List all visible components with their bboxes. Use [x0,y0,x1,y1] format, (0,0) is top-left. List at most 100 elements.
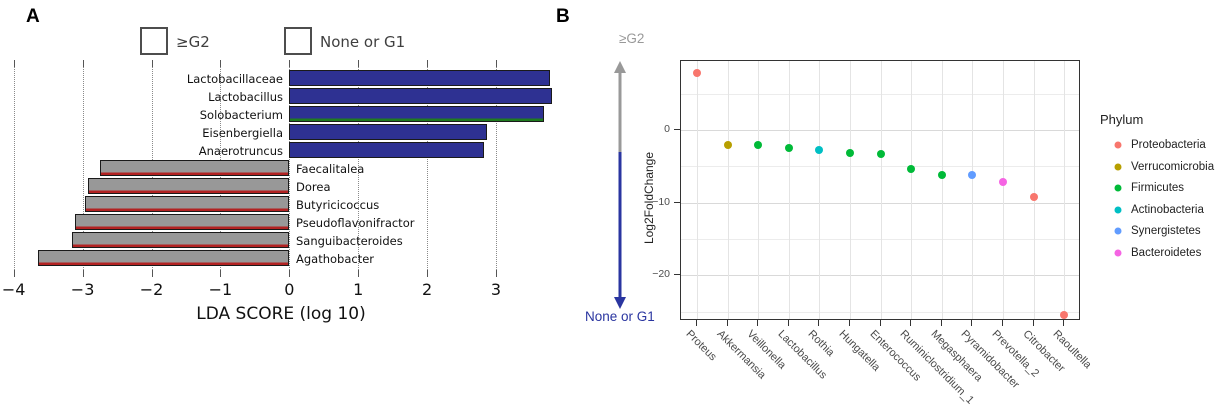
axis-tick-top [220,60,222,67]
category-label: Hungatella [836,328,883,374]
taxon-label: Butyricicoccus [296,197,380,212]
x-axis-tick [757,320,759,326]
gridline-category-v [788,61,790,319]
taxon-label: Dorea [296,179,331,194]
x-axis-tick [696,320,697,326]
phylum-legend-title: Phylum [1100,112,1144,127]
data-point-rothia [815,145,824,154]
data-point-citrobacter [1029,192,1038,201]
category-label: Citrobacter [1020,328,1067,375]
legend-label-geq-g2: ≥G2 [176,33,210,51]
category-label: Enterococcus [867,328,923,384]
taxon-label: Anaerotruncus [198,143,283,158]
gridline-major-h [681,275,1079,277]
gridline-category-v [758,61,760,319]
category-label: Prevotella_2 [989,328,1042,380]
x-tick-label: 2 [422,280,433,299]
category-label: Akkermansia [714,328,768,382]
x-tick-label: 3 [490,280,502,299]
gridline-major-h [681,202,1079,204]
axis-tick-top [427,60,429,67]
legend-label: Actinobacteria [1131,203,1204,216]
y-tick-label: −20 [652,268,670,281]
lda-bar [72,232,290,248]
axis-tick-top [13,60,15,67]
x-axis-tick [726,320,728,326]
data-point-lactobacillus [784,144,793,153]
y-top-annotation: ≥G2 [619,31,645,46]
lda-axis-title: LDA SCORE (log 10) [196,304,366,324]
x-tick-label: −1 [208,280,233,299]
legend-dot-bacteroidetes [1114,249,1122,257]
lda-bar [289,106,545,122]
gridline-category-v [727,61,729,319]
legend-label-none-g1: None or G1 [320,33,406,51]
axis-tick-top [358,60,360,67]
x-axis-tick [879,320,881,326]
gridline-category-v [880,61,882,319]
x-tick-label: −4 [1,280,26,299]
taxon-label: Faecalitalea [296,161,365,176]
lda-bar [99,160,290,176]
legend-label: Verrucomicrobia [1131,160,1215,173]
up-arrow-shaft [618,72,622,152]
axis-tick-bottom [496,270,497,277]
legend-label: Firmicutes [1131,182,1185,195]
gridline-minor-h [681,311,1079,313]
data-point-pyramidobacter [968,171,977,180]
x-axis-tick [940,320,942,326]
data-point-akkermansia [723,140,732,149]
gridline-minor-h [681,239,1079,241]
gridline-vertical [13,67,15,270]
legend-dot-firmicutes [1114,184,1122,192]
gridline-category-v [1064,61,1066,319]
panel-b-label: B [556,6,570,27]
axis-tick-top [82,60,84,67]
gridline-category-v [819,61,821,319]
down-arrow-head-icon [614,297,626,309]
lda-bar [289,124,488,140]
x-axis-tick [910,320,912,326]
category-label: Megasphaera [928,328,985,385]
legend-label: Proteobacteria [1131,139,1206,151]
axis-tick-bottom [13,270,15,277]
data-point-raoultella [1060,310,1069,319]
lda-bar [75,214,290,230]
category-label: Proteus [683,328,719,364]
axis-tick-bottom [82,270,84,277]
gridline-category-v [850,61,851,319]
y-bottom-annotation: None or G1 [585,309,655,324]
x-tick-label: 0 [284,280,295,299]
axis-tick-bottom [151,270,153,277]
legend-dot-proteobacteria [1114,141,1122,149]
taxon-label: Eisenbergiella [202,125,283,140]
axis-tick-top [151,60,153,67]
axis-tick-top [289,60,291,67]
axis-tick-bottom [220,270,222,277]
x-axis-tick [971,320,973,326]
category-label: Veillonella [744,328,789,372]
axis-tick-bottom [289,270,291,277]
taxon-label: Agathobacter [296,251,375,266]
gridline-category-v [1033,61,1035,319]
up-arrow-head-icon [614,61,626,73]
axis-tick-bottom [358,270,360,277]
category-label: Lactobacillus [775,328,829,382]
taxon-label: Sanguibacteroides [296,233,403,248]
x-axis-tick [1063,320,1065,326]
data-point-enterococcus [876,149,885,158]
y-tick-label: 0 [664,123,670,135]
gridline-category-v [697,61,698,319]
lda-bar [37,250,290,266]
category-label: Ruminiclostridium_1 [897,328,977,407]
x-tick-label: −2 [139,280,164,299]
taxon-label: Solobacterium [199,107,283,122]
data-point-prevotella_2 [999,178,1007,187]
data-point-ruminiclostridium_1 [907,165,916,174]
gridline-vertical [82,67,84,270]
lda-bar [289,70,551,86]
data-point-hungatella [846,148,854,157]
y-axis-title: Log2FoldChange [642,151,656,245]
taxon-label: Lactobacillus [208,89,283,104]
